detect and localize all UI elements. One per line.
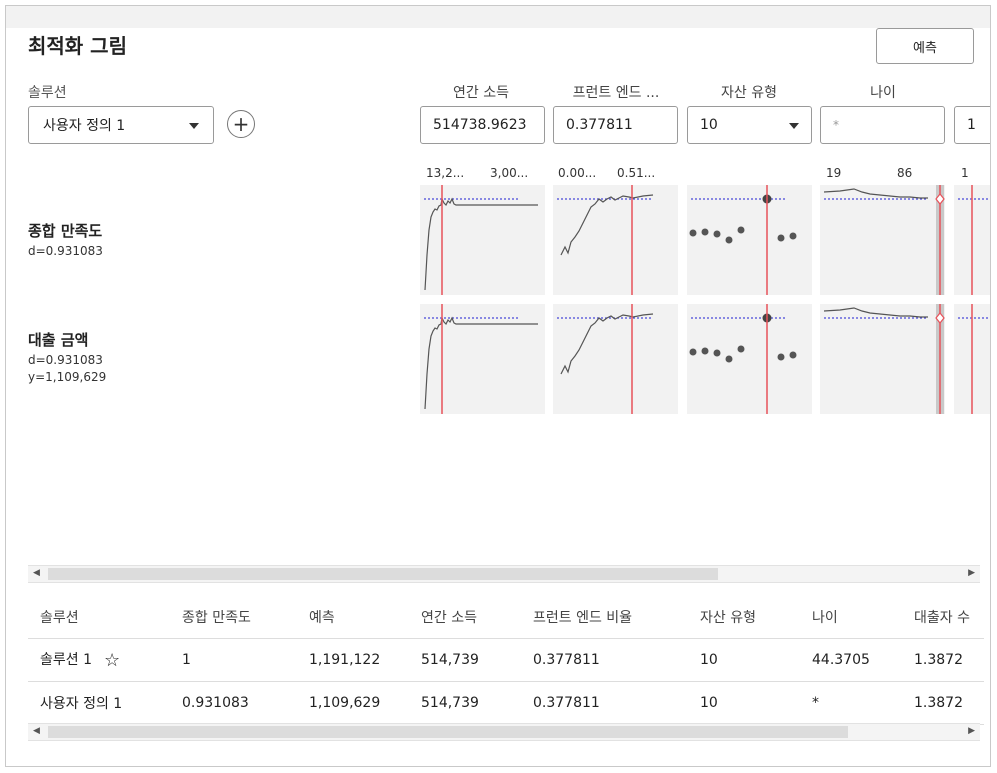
table-row[interactable]: 솔루션 1 ☆ 1 1,191,122 514,739 0.377811 10 4… (28, 638, 984, 682)
factor-select-asset-type[interactable]: 10 (687, 106, 812, 144)
plot-panel-loan-age[interactable] (820, 304, 945, 414)
plot-svg (958, 185, 990, 295)
table-cell: 1,191,122 (297, 638, 409, 682)
factor-label-front-end-ratio: 프런트 엔드 ... (572, 85, 660, 101)
scroll-right-icon[interactable]: ▶ (968, 726, 975, 736)
response-predicted-loan-amount: y=1,109,629 (28, 370, 107, 384)
optimization-plot-window: 최적화 그림 예측 솔루션 사용자 정의 1 + 연간 소득 프런트 엔드 ..… (5, 5, 991, 767)
plot-panel-satisfaction-annual-income[interactable] (420, 185, 545, 295)
plus-icon: + (232, 112, 250, 136)
factor-select-asset-type-value: 10 (700, 117, 718, 133)
solution-select-value: 사용자 정의 1 (43, 118, 126, 134)
plot-panel-satisfaction-asset-type[interactable] (687, 185, 812, 295)
plot-svg (424, 185, 538, 295)
factor-input-annual-income[interactable]: 514738.9623 (420, 106, 545, 144)
response-desirability-satisfaction: d=0.931083 (28, 244, 103, 258)
plot-svg (689, 304, 797, 414)
plot-svg (557, 185, 654, 295)
table-cell: 0.931083 (170, 681, 297, 725)
response-name-satisfaction: 종합 만족도 (28, 222, 103, 240)
response-desirability-loan-amount: d=0.931083 (28, 353, 103, 367)
table-cell: 44.3705 (800, 638, 902, 682)
plot-panel-loan-annual-income[interactable] (420, 304, 545, 414)
scroll-left-icon[interactable]: ◀ (33, 726, 40, 736)
scrollbar-thumb[interactable] (48, 568, 718, 580)
plot-panel-loan-asset-type[interactable] (687, 304, 812, 414)
factor-label-annual-income: 연간 소득 (453, 85, 509, 101)
plot-horizontal-scrollbar[interactable]: ◀ ▶ (28, 565, 980, 583)
solution-select[interactable]: 사용자 정의 1 (28, 106, 214, 144)
plot-panel-satisfaction-borrowers[interactable] (954, 185, 990, 295)
tick-max-front-end-ratio: 0.51... (617, 166, 656, 180)
column-header[interactable]: 나이 (800, 596, 902, 639)
table-horizontal-scrollbar[interactable]: ◀ ▶ (28, 723, 980, 741)
plot-svg (823, 304, 945, 414)
plot-panel-loan-borrowers[interactable] (954, 304, 990, 414)
table-cell: 솔루션 1 ☆ (28, 638, 170, 682)
page-title: 최적화 그림 (28, 34, 127, 58)
tick-min-front-end-ratio: 0.00... (558, 166, 597, 180)
table-cell: 514,739 (409, 681, 521, 725)
factor-input-age[interactable]: * (820, 106, 945, 144)
tick-max-age: 86 (897, 166, 913, 180)
plot-svg (958, 304, 990, 414)
factor-label-asset-type: 자산 유형 (721, 85, 777, 101)
column-header[interactable]: 예측 (297, 596, 409, 639)
table-cell: 1 (170, 638, 297, 682)
column-header[interactable]: 자산 유형 (688, 596, 800, 639)
table-cell: 1.3872 (902, 638, 984, 682)
scroll-left-icon[interactable]: ◀ (33, 568, 40, 578)
scrollbar-thumb[interactable] (48, 726, 848, 738)
table-cell: 1.3872 (902, 681, 984, 725)
table-cell: 514,739 (409, 638, 521, 682)
chevron-down-icon (789, 123, 799, 129)
tick-min-annual-income: 13,2... (426, 166, 465, 180)
column-header[interactable]: 대출자 수 (902, 596, 984, 639)
column-header[interactable]: 프런트 엔드 비율 (521, 596, 688, 639)
plot-panel-satisfaction-front-end-ratio[interactable] (553, 185, 678, 295)
column-header[interactable]: 솔루션 (28, 596, 170, 639)
solution-name: 솔루션 1 (40, 652, 92, 668)
table-cell: * (800, 681, 902, 725)
chevron-down-icon (189, 123, 199, 129)
plot-svg (823, 185, 945, 295)
factor-input-front-end-ratio[interactable]: 0.377811 (553, 106, 678, 144)
plot-panel-satisfaction-age[interactable] (820, 185, 945, 295)
column-header[interactable]: 연간 소득 (409, 596, 521, 639)
scroll-right-icon[interactable]: ▶ (968, 568, 975, 578)
table-cell: 0.377811 (521, 638, 688, 682)
table-row[interactable]: 사용자 정의 1 0.931083 1,109,629 514,739 0.37… (28, 681, 984, 725)
plot-svg (689, 185, 797, 295)
factor-label-age: 나이 (870, 85, 896, 101)
table-cell: 0.377811 (521, 681, 688, 725)
add-solution-button[interactable]: + (227, 110, 255, 138)
table-cell: 10 (688, 681, 800, 725)
predict-button[interactable]: 예측 (876, 28, 974, 64)
tick-max-annual-income: 3,00... (490, 166, 529, 180)
plot-svg (424, 304, 538, 414)
tick-min-borrowers: 1 (961, 166, 969, 180)
plot-svg (557, 304, 654, 414)
table-cell: 사용자 정의 1 (28, 681, 170, 725)
response-name-loan-amount: 대출 금액 (28, 331, 89, 349)
column-header[interactable]: 종합 만족도 (170, 596, 297, 639)
results-table: 솔루션 종합 만족도 예측 연간 소득 프런트 엔드 비율 자산 유형 나이 대… (28, 596, 984, 725)
factor-input-borrowers[interactable]: 1 (954, 106, 990, 144)
table-cell: 1,109,629 (297, 681, 409, 725)
window-top-strip (6, 6, 990, 28)
star-icon[interactable]: ☆ (104, 650, 121, 671)
table-header-row: 솔루션 종합 만족도 예측 연간 소득 프런트 엔드 비율 자산 유형 나이 대… (28, 596, 984, 639)
solution-label: 솔루션 (28, 85, 67, 101)
tick-min-age: 19 (826, 166, 842, 180)
table-cell: 10 (688, 638, 800, 682)
plot-panel-loan-front-end-ratio[interactable] (553, 304, 678, 414)
